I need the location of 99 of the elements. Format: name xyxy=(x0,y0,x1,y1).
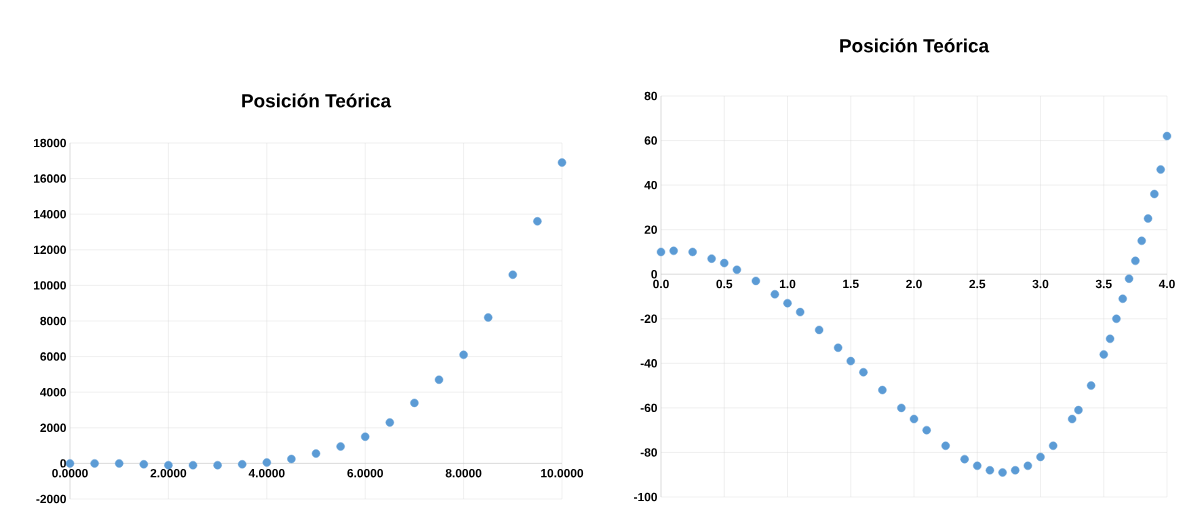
point xyxy=(973,461,982,471)
y-tick-label: 4000 xyxy=(40,387,66,397)
point xyxy=(508,270,517,279)
point xyxy=(287,454,296,464)
y-tick-label: 60 xyxy=(644,136,657,145)
point xyxy=(960,454,969,464)
y-tick-label: -40 xyxy=(640,359,657,368)
chart-title: Posición Teórica xyxy=(242,93,392,108)
point xyxy=(922,425,931,435)
point xyxy=(164,460,173,470)
y-tick-label: 2000 xyxy=(40,423,66,433)
point xyxy=(557,158,567,167)
y-tick-label: 80 xyxy=(644,91,657,101)
point xyxy=(1011,466,1020,475)
y-tick-label: 18000 xyxy=(33,138,66,148)
point xyxy=(1112,314,1121,323)
x-tick-label: 4.0 xyxy=(1158,279,1175,289)
point xyxy=(770,290,780,299)
point xyxy=(484,313,493,322)
point xyxy=(1143,214,1153,223)
y-tick-label: 10000 xyxy=(33,281,66,290)
point xyxy=(783,298,792,308)
x-tick-label: 6.0000 xyxy=(347,468,383,478)
x-tick-label: 2.5 xyxy=(969,279,986,289)
x-tick-label: 10.0000 xyxy=(541,468,584,478)
point xyxy=(434,375,444,384)
point xyxy=(533,217,542,226)
point xyxy=(1086,381,1096,390)
point xyxy=(410,398,419,408)
point xyxy=(1156,165,1165,174)
point xyxy=(1105,334,1115,344)
point xyxy=(732,265,742,274)
point xyxy=(1131,256,1140,266)
y-tick-label: 14000 xyxy=(33,209,66,219)
point xyxy=(1048,441,1058,450)
y-tick-label: 0 xyxy=(651,269,657,279)
y-tick-label: 6000 xyxy=(40,352,66,361)
point xyxy=(846,356,855,366)
y-tick-label: -60 xyxy=(640,403,657,413)
point xyxy=(115,459,124,468)
point xyxy=(688,247,697,257)
point xyxy=(833,343,843,352)
x-tick-label: 3.0 xyxy=(1032,279,1049,289)
chart-title: Posición Teórica xyxy=(840,38,990,53)
point xyxy=(707,254,716,263)
point xyxy=(311,449,321,458)
point xyxy=(1162,131,1172,141)
point xyxy=(90,459,99,468)
point xyxy=(336,442,345,451)
y-tick-label: 0 xyxy=(60,459,66,468)
point xyxy=(1023,461,1033,471)
point xyxy=(720,258,729,268)
y-tick-label: -2000 xyxy=(36,494,66,504)
point xyxy=(459,350,468,360)
y-tick-label: 40 xyxy=(644,180,657,190)
x-tick-label: 0.5 xyxy=(716,279,733,289)
point xyxy=(385,418,394,427)
x-tick-label: 0.0 xyxy=(653,279,669,289)
x-tick-label: 8.0000 xyxy=(445,468,482,478)
point xyxy=(656,247,666,257)
point xyxy=(751,276,761,286)
point xyxy=(814,325,824,335)
point xyxy=(1074,405,1083,415)
point xyxy=(361,432,370,441)
point xyxy=(998,468,1007,477)
point xyxy=(795,307,805,317)
x-tick-label: 2.0 xyxy=(906,279,922,289)
x-tick-label: 3.5 xyxy=(1095,279,1112,289)
point xyxy=(1124,274,1134,283)
x-tick-label: 4.0000 xyxy=(248,468,285,478)
y-tick-label: 12000 xyxy=(33,245,66,255)
y-tick-label: -20 xyxy=(640,314,657,323)
point xyxy=(859,368,868,377)
y-tick-label: 16000 xyxy=(33,174,66,183)
x-tick-label: 1.0 xyxy=(779,279,796,289)
x-tick-label: 2.0000 xyxy=(150,468,187,478)
y-tick-label: 8000 xyxy=(40,316,66,326)
y-tick-label: -80 xyxy=(640,448,657,457)
point xyxy=(878,385,887,395)
point xyxy=(941,441,950,450)
x-tick-label: 0.0000 xyxy=(52,468,88,478)
y-tick-label: 20 xyxy=(644,225,657,234)
point xyxy=(139,460,148,469)
point xyxy=(1067,414,1077,424)
point xyxy=(1036,452,1045,462)
point xyxy=(262,458,271,467)
point xyxy=(1137,236,1146,245)
point xyxy=(985,466,995,475)
y-tick-label: -100 xyxy=(634,492,657,502)
point xyxy=(897,403,906,413)
point xyxy=(1099,350,1108,359)
point xyxy=(669,246,678,256)
point xyxy=(188,460,198,470)
point xyxy=(213,460,222,470)
point xyxy=(1118,294,1127,303)
x-tick-label: 1.5 xyxy=(843,279,859,289)
point xyxy=(909,414,919,424)
point xyxy=(1150,189,1159,199)
point xyxy=(238,460,247,469)
